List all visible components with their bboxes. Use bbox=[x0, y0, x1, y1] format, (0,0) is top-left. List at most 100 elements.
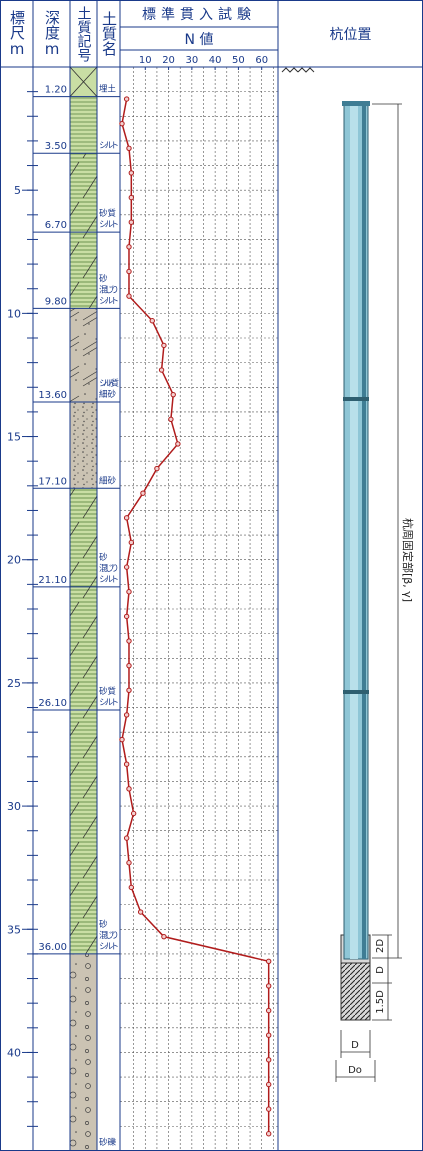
depth-label: 13.60 bbox=[38, 390, 67, 401]
n-value-point bbox=[171, 392, 175, 396]
pile-label: 杭周固定部[β, γ] bbox=[401, 518, 415, 602]
x-tick-label: 40 bbox=[209, 55, 222, 66]
n-value-point bbox=[127, 590, 131, 594]
soil-pattern bbox=[70, 97, 97, 154]
dim-label: 2D bbox=[375, 939, 386, 953]
soil-pattern bbox=[70, 402, 97, 488]
x-tick-label: 60 bbox=[255, 55, 268, 66]
y-tick-label: 10 bbox=[7, 307, 21, 320]
n-value-point bbox=[266, 1082, 270, 1086]
n-value-point bbox=[124, 762, 128, 766]
boring-log: 埋土1.20シルト3.50砂質シルト6.70砂混じりシルト9.80シルト質細砂1… bbox=[0, 0, 423, 1151]
n-value-point bbox=[127, 861, 131, 865]
n-value-point bbox=[120, 121, 124, 125]
y-tick-label: 20 bbox=[7, 554, 21, 567]
soil-name: 混じり bbox=[99, 284, 119, 295]
y-tick-label: 30 bbox=[7, 800, 21, 813]
depth-label: 1.20 bbox=[45, 85, 67, 96]
header-depth: 深度m bbox=[33, 0, 70, 67]
dim-label: D bbox=[351, 1040, 359, 1051]
soil-pattern bbox=[70, 232, 97, 308]
n-value-point bbox=[129, 171, 133, 175]
log-chart: 埋土1.20シルト3.50砂質シルト6.70砂混じりシルト9.80シルト質細砂1… bbox=[0, 0, 423, 1151]
dim-label: D bbox=[375, 966, 386, 974]
soil-name: シルト bbox=[99, 141, 119, 151]
n-value-point bbox=[124, 565, 128, 569]
ground-surface bbox=[282, 68, 314, 72]
n-value-point bbox=[127, 294, 131, 298]
n-value-point bbox=[129, 885, 133, 889]
n-value-point bbox=[127, 688, 131, 692]
n-value-point bbox=[162, 934, 166, 938]
n-value-point bbox=[141, 491, 145, 495]
n-value-point bbox=[124, 516, 128, 520]
soil-name: 砂質 bbox=[99, 686, 117, 697]
dim-label: Do bbox=[348, 1065, 362, 1076]
dim-label: 1.5D bbox=[375, 990, 386, 1014]
n-value-point bbox=[127, 269, 131, 273]
soil-name: シルト bbox=[99, 698, 119, 708]
n-value-point bbox=[176, 442, 180, 446]
n-value-point bbox=[127, 663, 131, 667]
n-value-point bbox=[266, 1107, 270, 1111]
soil-name: 混じり bbox=[99, 930, 119, 941]
n-value-point bbox=[129, 195, 133, 199]
header-name: 土質名 bbox=[97, 0, 120, 67]
n-value-point bbox=[138, 910, 142, 914]
header-pile: 杭位置 bbox=[278, 0, 423, 67]
n-value-point bbox=[266, 959, 270, 963]
depth-label: 3.50 bbox=[45, 141, 67, 152]
soil-pattern bbox=[70, 954, 97, 1151]
soil-pattern bbox=[70, 488, 97, 587]
soil-name: 混じり bbox=[99, 563, 119, 574]
n-value-point bbox=[124, 614, 128, 618]
n-value-point bbox=[127, 146, 131, 150]
depth-label: 21.10 bbox=[38, 575, 67, 586]
n-value-point bbox=[150, 319, 154, 323]
n-value-point bbox=[169, 417, 173, 421]
n-value-point bbox=[127, 639, 131, 643]
soil-name: 埋土 bbox=[99, 84, 117, 95]
n-value-point bbox=[124, 97, 128, 101]
depth-label: 9.80 bbox=[45, 296, 67, 307]
soil-name: シルト bbox=[99, 575, 119, 585]
header-n: N 値 bbox=[120, 27, 278, 50]
depth-label: 26.10 bbox=[38, 698, 67, 709]
n-value-point bbox=[155, 466, 159, 470]
n-value-point bbox=[124, 836, 128, 840]
x-tick-label: 10 bbox=[139, 55, 152, 66]
x-tick-label: 30 bbox=[185, 55, 198, 66]
header-scale: 標尺m bbox=[0, 0, 33, 67]
n-value-point bbox=[129, 220, 133, 224]
soil-name: シルト bbox=[99, 296, 119, 306]
soil-name: 細砂 bbox=[99, 389, 117, 400]
n-value-point bbox=[266, 1033, 270, 1037]
n-value-point bbox=[266, 1058, 270, 1062]
n-value-point bbox=[131, 811, 135, 815]
y-tick-label: 35 bbox=[7, 923, 21, 936]
n-value-point bbox=[120, 737, 124, 741]
header-symbol: 土質記号 bbox=[70, 0, 97, 67]
depth-label: 6.70 bbox=[45, 220, 67, 231]
soil-name: 砂 bbox=[99, 273, 108, 284]
n-value-point bbox=[162, 343, 166, 347]
soil-name: 砂礫 bbox=[99, 1137, 117, 1148]
n-value-point bbox=[266, 1008, 270, 1012]
soil-name: シルト bbox=[99, 220, 119, 230]
y-tick-label: 25 bbox=[7, 677, 21, 690]
soil-name: シルト bbox=[99, 942, 119, 952]
soil-name: 砂 bbox=[99, 552, 108, 563]
soil-pattern bbox=[70, 153, 97, 232]
soil-name: 細砂 bbox=[99, 475, 117, 486]
y-tick-label: 5 bbox=[14, 184, 21, 197]
x-tick-label: 50 bbox=[232, 55, 245, 66]
soil-pattern bbox=[70, 308, 97, 402]
soil-pattern bbox=[70, 587, 97, 710]
y-tick-label: 15 bbox=[7, 431, 21, 444]
depth-label: 17.10 bbox=[38, 476, 67, 487]
n-value-point bbox=[127, 787, 131, 791]
n-value-point bbox=[129, 540, 133, 544]
pile: 杭周固定部[β, γ] 2D D 1.5D D Do bbox=[336, 101, 415, 1082]
n-value-point bbox=[266, 1132, 270, 1136]
soil-pattern bbox=[70, 710, 97, 954]
